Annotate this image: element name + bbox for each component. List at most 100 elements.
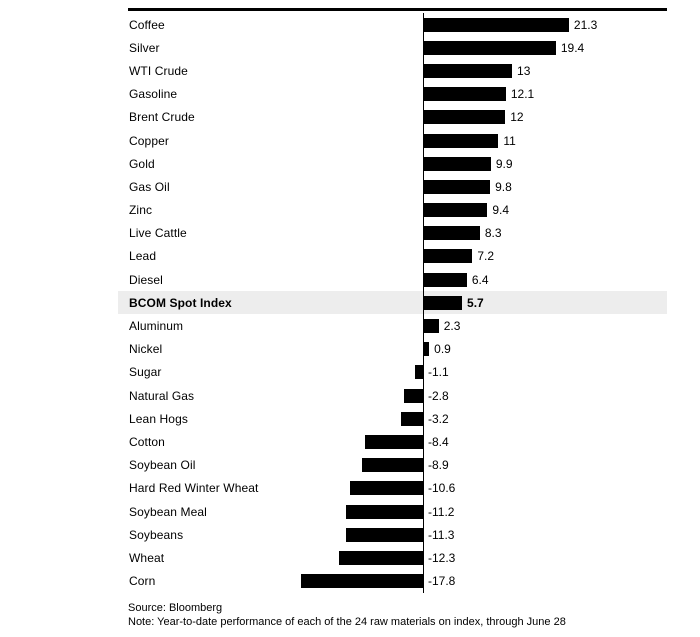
category-label: Soybean Meal [129, 504, 207, 519]
bar [415, 365, 423, 380]
category-label: Lead [129, 249, 157, 264]
chart-row: Hard Red Winter Wheat -10.6 [128, 477, 667, 500]
category-label: Live Cattle [129, 226, 187, 241]
category-label: Gold [129, 156, 155, 171]
chart-row: Silver 19.4 [128, 36, 667, 59]
category-label: Zinc [129, 203, 153, 218]
bar [423, 179, 491, 194]
chart-row: BCOM Spot Index 5.7 [118, 291, 667, 315]
bar [301, 574, 423, 589]
category-label: Soybeans [129, 527, 184, 542]
value-label: 19.4 [560, 40, 585, 55]
category-label: Natural Gas [129, 388, 195, 403]
chart-row: Live Cattle 8.3 [128, 222, 667, 245]
chart-footer: Source: Bloomberg Note: Year-to-date per… [128, 601, 667, 629]
value-label: 5.7 [467, 295, 484, 310]
value-label: 7.2 [477, 249, 494, 264]
bar [423, 342, 430, 357]
category-label: Copper [129, 133, 169, 148]
category-label: Soybean Oil [129, 458, 196, 473]
bar [423, 156, 491, 171]
value-label: 9.8 [495, 179, 512, 194]
bar [362, 458, 423, 473]
bar [350, 481, 423, 496]
bar [423, 133, 499, 148]
category-label: Corn [129, 574, 156, 589]
commodity-performance-bar-chart: Coffee 21.3 Silver 19.4 WTI Crude 13 Gasoline 1… [118, 8, 667, 629]
category-label: Wheat [129, 550, 165, 565]
value-label: -10.6 [428, 481, 456, 496]
bar [423, 319, 439, 334]
chart-row: Brent Crude 12 [128, 106, 667, 129]
value-label: 12 [510, 110, 524, 125]
chart-row: Nickel 0.9 [128, 338, 667, 361]
chart-row: Sugar -1.1 [128, 361, 667, 384]
chart-row: Soybeans -11.3 [128, 523, 667, 546]
chart-row: WTI Crude 13 [128, 59, 667, 82]
value-label: 11 [503, 133, 516, 148]
chart-row: Copper 11 [128, 129, 667, 152]
bar [423, 87, 506, 102]
category-label: Silver [129, 40, 160, 55]
chart-top-border [128, 8, 667, 11]
chart-row: Corn -17.8 [128, 570, 667, 593]
value-label: 13 [517, 63, 531, 78]
value-label: 8.3 [484, 226, 502, 241]
category-label: Gas Oil [129, 179, 170, 194]
bar [423, 203, 488, 218]
source-text: Source: Bloomberg [128, 601, 223, 614]
category-label: Brent Crude [129, 110, 195, 125]
value-label: -12.3 [428, 550, 456, 565]
bar [345, 527, 423, 542]
chart-row: Cotton -8.4 [128, 430, 667, 453]
value-label: 6.4 [471, 272, 489, 287]
value-label: -3.2 [428, 411, 449, 426]
bar [423, 63, 513, 78]
value-label: 9.9 [495, 156, 513, 171]
bar [346, 504, 423, 519]
value-label: -2.8 [428, 388, 449, 403]
chart-row: Gasoline 12.1 [128, 83, 667, 106]
bar [403, 388, 423, 403]
value-label: -11.3 [428, 527, 455, 542]
bar [423, 272, 467, 287]
bar [338, 550, 423, 565]
value-label: -8.4 [428, 434, 449, 449]
bar [423, 40, 556, 55]
chart-row: Coffee 21.3 [128, 13, 667, 36]
category-label: BCOM Spot Index [129, 295, 232, 310]
chart-row: Lead 7.2 [128, 245, 667, 268]
bar [423, 295, 463, 310]
value-label: 9.4 [492, 203, 510, 218]
category-label: Hard Red Winter Wheat [129, 481, 259, 496]
value-label: -8.9 [428, 458, 449, 473]
category-label: Nickel [129, 342, 163, 357]
category-label: Sugar [129, 365, 162, 380]
bar [401, 411, 423, 426]
bar [423, 226, 480, 241]
category-label: Lean Hogs [129, 411, 188, 426]
chart-row: Soybean Meal -11.2 [128, 500, 667, 523]
category-label: Aluminum [129, 319, 184, 334]
chart-row: Gas Oil 9.8 [128, 175, 667, 198]
chart-row: Zinc 9.4 [128, 199, 667, 222]
value-label: 12.1 [510, 87, 535, 102]
category-label: Cotton [129, 434, 165, 449]
value-label: -11.2 [428, 504, 455, 519]
chart-row: Soybean Oil -8.9 [128, 454, 667, 477]
value-label: -17.8 [428, 574, 456, 589]
category-label: Diesel [129, 272, 163, 287]
zero-axis-line [423, 13, 424, 593]
chart-row: Wheat -12.3 [128, 546, 667, 569]
bar [423, 110, 506, 125]
category-label: Gasoline [129, 87, 178, 102]
bar [423, 249, 473, 264]
bar [423, 17, 569, 32]
chart-rows: Coffee 21.3 Silver 19.4 WTI Crude 13 Gasoline 1… [118, 13, 667, 593]
chart-row: Lean Hogs -3.2 [128, 407, 667, 430]
chart-row: Gold 9.9 [128, 152, 667, 175]
note-text: Note: Year-to-date performance of each o… [128, 615, 566, 628]
chart-row: Aluminum 2.3 [128, 314, 667, 337]
bar [365, 434, 423, 449]
chart-row: Diesel 6.4 [128, 268, 667, 291]
